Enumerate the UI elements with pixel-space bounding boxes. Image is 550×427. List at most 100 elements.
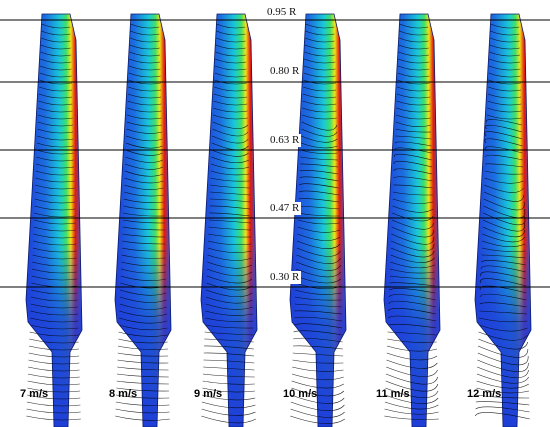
streamline: [36, 163, 75, 169]
blade-outline: [383, 13, 441, 427]
streamline: [129, 58, 161, 64]
streamline: [299, 170, 339, 175]
streamline: [298, 190, 339, 196]
radius-label-030: 0.30 R: [268, 271, 302, 284]
streamline: [480, 278, 527, 287]
streamline: [304, 51, 336, 57]
streamline: [293, 337, 343, 343]
streamline: [397, 86, 431, 92]
streamline: [118, 324, 168, 331]
streamline: [393, 184, 433, 189]
streamline: [488, 72, 521, 78]
streamline: [477, 366, 529, 378]
streamline: [124, 163, 164, 170]
streamline: [124, 184, 164, 190]
streamline: [481, 247, 526, 252]
streamline: [29, 324, 79, 330]
streamline: [294, 303, 342, 308]
streamline: [35, 191, 75, 197]
streamline: [202, 387, 256, 393]
streamline: [487, 100, 522, 106]
blade-panel-6: [474, 13, 532, 427]
streamline: [479, 302, 527, 308]
streamline: [201, 408, 256, 416]
blade-outline: [289, 13, 347, 427]
streamline: [391, 219, 434, 230]
streamline: [202, 373, 255, 378]
streamline: [396, 93, 431, 99]
streamline: [292, 352, 344, 357]
streamline: [28, 366, 80, 372]
streamline: [387, 331, 437, 336]
streamline: [303, 79, 336, 85]
streamline: [30, 296, 78, 302]
streamline: [290, 415, 345, 424]
streamline: [213, 93, 248, 99]
streamline: [387, 315, 437, 322]
streamline: [300, 149, 338, 154]
streamline: [119, 303, 167, 310]
blade-outline: [114, 13, 172, 427]
streamline: [394, 141, 432, 147]
streamline: [211, 149, 249, 157]
streamline: [302, 100, 337, 106]
streamline: [28, 345, 79, 351]
streamline: [305, 30, 335, 36]
streamline: [385, 380, 439, 392]
streamline: [211, 156, 249, 164]
radius-label-080: 0.80 R: [268, 65, 302, 78]
streamline: [389, 282, 436, 287]
streamline: [488, 86, 522, 92]
streamline: [41, 23, 71, 29]
streamline: [27, 380, 80, 386]
streamline: [399, 23, 429, 29]
blade-root-shading: [201, 14, 257, 427]
streamline: [34, 212, 76, 218]
streamline: [126, 128, 163, 134]
streamline: [386, 345, 437, 352]
streamline: [124, 191, 164, 197]
streamline: [385, 373, 438, 385]
streamline: [214, 79, 247, 85]
streamline: [488, 79, 521, 85]
streamline: [212, 135, 249, 144]
streamline: [483, 191, 525, 202]
streamline: [476, 380, 529, 389]
streamline: [305, 23, 335, 29]
streamline: [28, 359, 80, 365]
streamline: [390, 247, 435, 258]
streamline: [296, 261, 341, 271]
streamline: [27, 387, 81, 393]
streamline: [128, 72, 161, 78]
streamline: [127, 93, 162, 99]
streamline: [119, 310, 168, 317]
streamline: [479, 317, 528, 323]
streamline: [301, 128, 338, 137]
streamline: [40, 58, 72, 64]
streamline: [293, 323, 343, 329]
streamline: [30, 317, 79, 323]
streamline: [128, 79, 161, 85]
streamline: [118, 331, 168, 337]
streamline: [201, 401, 256, 409]
streamline: [125, 156, 163, 163]
streamline: [35, 170, 75, 176]
streamline: [390, 261, 435, 269]
streamline: [39, 79, 72, 85]
streamline: [210, 184, 250, 189]
streamline: [303, 65, 336, 71]
streamline: [480, 271, 527, 280]
streamline: [291, 380, 344, 389]
streamline: [210, 170, 250, 176]
streamline: [387, 323, 437, 329]
streamline: [36, 149, 74, 155]
streamline: [201, 415, 256, 424]
streamline: [210, 177, 250, 182]
streamline: [386, 366, 438, 377]
streamline: [296, 240, 341, 249]
streamline: [480, 265, 526, 273]
streamline: [303, 86, 337, 92]
streamline: [212, 128, 249, 137]
streamline: [295, 289, 342, 295]
streamline: [298, 198, 340, 203]
